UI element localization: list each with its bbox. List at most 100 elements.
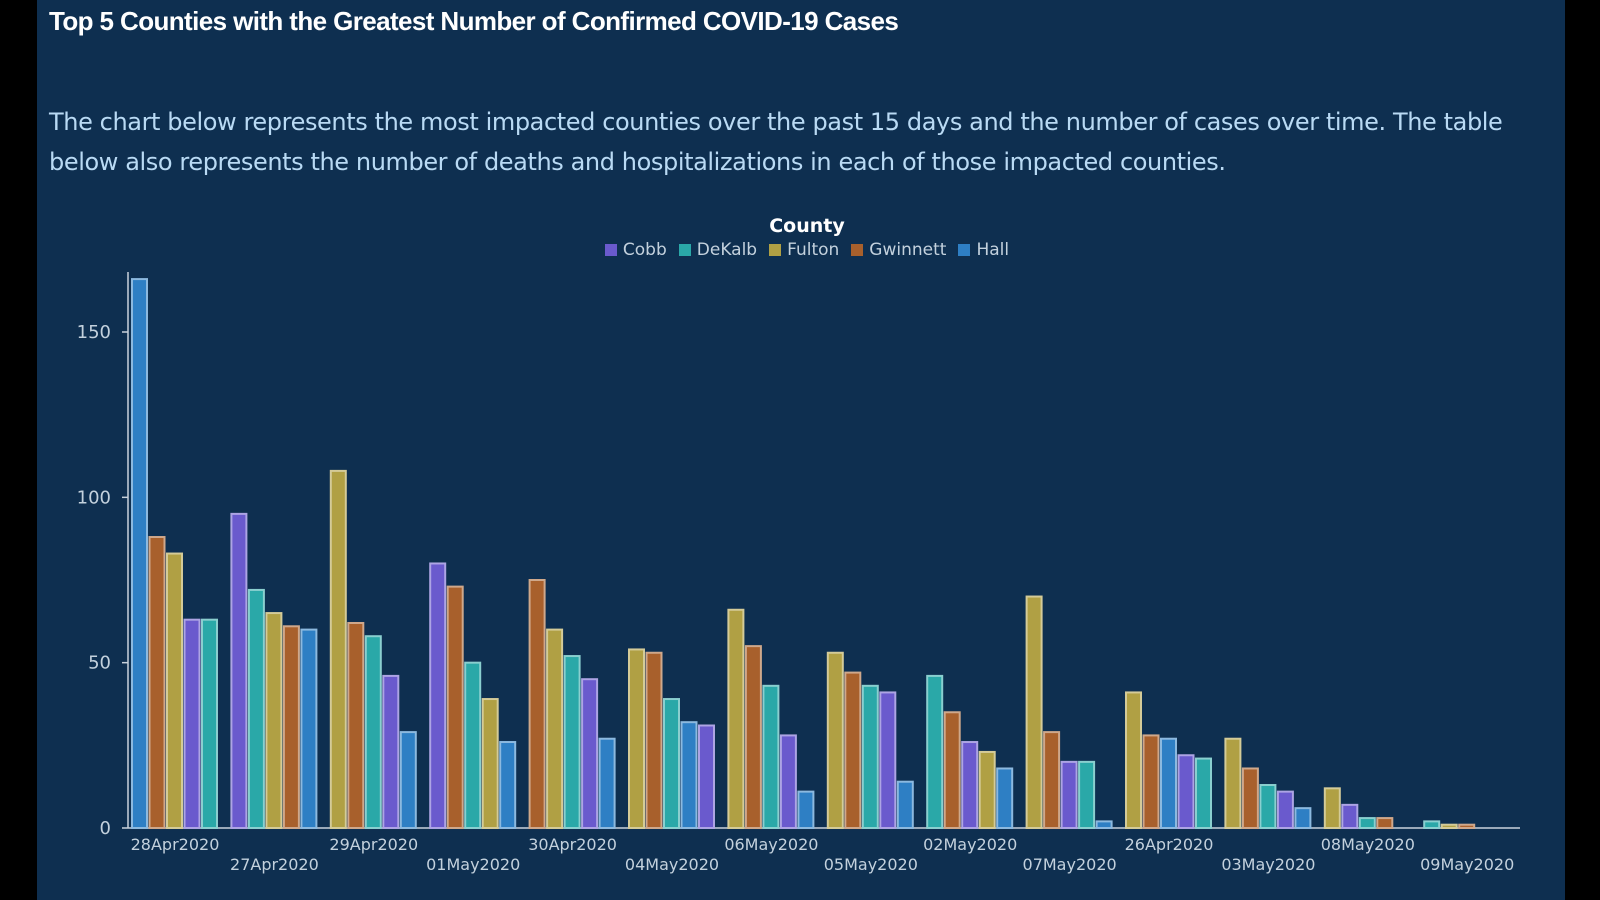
bar-hall-02may2020 [996,767,1014,829]
bar-gwinnett-01may2020 [446,585,464,830]
x-category-label: 30Apr2020 [528,835,617,854]
bar-hall-03may2020 [1294,807,1312,829]
legend-swatch-cobb [604,244,617,256]
bar-fulton-30apr2020 [546,628,564,829]
legend-swatch-hall [958,244,971,256]
y-tick-label: 0 [100,818,111,839]
bar-hall-05may2020 [896,780,914,829]
bar-fulton-27apr2020 [265,612,283,829]
bar-dekalb-01may2020 [464,661,482,830]
x-category-label: 26Apr2020 [1125,835,1214,854]
bar-hall-27apr2020 [300,628,318,829]
x-category-label: 06May2020 [724,835,818,854]
bar-hall-01may2020 [499,741,517,830]
bar-fulton-26apr2020 [1125,691,1142,830]
legend-label-hall: Hall [976,240,1010,260]
bar-fulton-28apr2020 [166,552,183,830]
bar-hall-04may2020 [680,721,698,829]
bar-fulton-09may2020 [1440,823,1458,830]
legend-items: Cobb DeKalb Fulton Gwinnett Hall [37,240,1577,260]
bar-fulton-01may2020 [481,698,499,829]
y-tick-label: 100 [77,487,111,508]
bar-dekalb-04may2020 [663,698,680,829]
bar-cobb-27apr2020 [230,512,248,829]
bar-dekalb-09may2020 [1423,820,1441,829]
bar-cobb-26apr2020 [1177,754,1195,830]
bar-dekalb-07may2020 [1078,760,1096,829]
bar-hall-07may2020 [1095,820,1113,829]
bar-gwinnett-03may2020 [1241,767,1259,829]
x-category-label: 27Apr2020 [230,855,319,874]
legend-item-hall[interactable]: Hall [958,240,1009,260]
legend-item-dekalb[interactable]: DeKalb [678,240,758,260]
bar-cobb-05may2020 [879,691,897,830]
legend-swatch-dekalb [678,244,691,256]
legend-title: County [769,215,845,237]
bar-gwinnett-08may2020 [1376,817,1394,830]
x-category-label: 02May2020 [923,835,1017,854]
bar-hall-30apr2020 [598,737,616,829]
bar-fulton-05may2020 [826,651,844,829]
bar-cobb-02may2020 [961,741,979,830]
bar-hall-28apr2020 [131,278,148,829]
legend-item-cobb[interactable]: Cobb [604,240,667,260]
bar-fulton-04may2020 [628,648,645,829]
y-tick-label: 150 [77,322,111,343]
legend-label-dekalb: DeKalb [696,240,758,260]
bar-hall-26apr2020 [1160,737,1177,829]
legend: County Cobb DeKalb Fulton Gwinnett Hall [37,214,1577,260]
bar-fulton-08may2020 [1323,787,1341,830]
bar-gwinnett-06may2020 [744,645,762,830]
legend-swatch-fulton [769,244,782,256]
y-tick-label: 50 [88,653,111,674]
page-title: Top 5 Counties with the Greatest Number … [49,6,899,36]
bar-gwinnett-29apr2020 [347,621,365,830]
bar-gwinnett-05may2020 [844,671,862,829]
bar-fulton-06may2020 [727,608,745,830]
legend-item-fulton[interactable]: Fulton [769,240,839,260]
bar-dekalb-05may2020 [861,684,879,830]
bar-cobb-04may2020 [698,724,715,830]
bar-gwinnett-26apr2020 [1142,734,1160,829]
bar-dekalb-28apr2020 [201,618,218,829]
x-category-label: 04May2020 [625,855,719,874]
bar-dekalb-06may2020 [762,684,780,830]
bar-dekalb-02may2020 [926,674,944,829]
bar-cobb-07may2020 [1060,760,1078,829]
chart-description: The chart below represents the most impa… [49,108,1503,176]
bar-cobb-28apr2020 [183,618,201,829]
bar-chart: 0 50 100 150 28Apr2020 27Apr2020 29Apr2020 01Ma… [77,272,1520,874]
bar-gwinnett-30apr2020 [528,579,546,829]
bar-fulton-02may2020 [978,750,996,829]
bar-cobb-30apr2020 [581,678,599,830]
x-category-label: 03May2020 [1221,855,1315,874]
bar-gwinnett-09may2020 [1458,823,1476,830]
legend-label-cobb: Cobb [622,240,667,260]
bar-cobb-03may2020 [1276,790,1294,829]
x-category-label: 09May2020 [1420,855,1514,874]
bar-gwinnett-07may2020 [1043,731,1061,830]
x-category-label: 07May2020 [1023,855,1117,874]
bar-dekalb-27apr2020 [247,588,265,829]
bar-dekalb-29apr2020 [364,635,382,829]
bar-fulton-29apr2020 [329,469,347,829]
bar-dekalb-30apr2020 [563,655,581,830]
bar-hall-06may2020 [797,790,815,829]
bar-dekalb-26apr2020 [1195,757,1212,829]
legend-item-gwinnett[interactable]: Gwinnett [851,240,946,260]
x-category-label: 08May2020 [1321,835,1415,854]
x-category-label: 29Apr2020 [329,835,418,854]
bar-gwinnett-02may2020 [943,711,961,829]
bar-hall-29apr2020 [399,731,417,830]
bar-cobb-06may2020 [779,734,797,829]
bar-dekalb-08may2020 [1358,817,1376,830]
legend-label-gwinnett: Gwinnett [869,240,947,260]
legend-label-fulton: Fulton [787,240,840,260]
x-category-label: 05May2020 [824,855,918,874]
bar-cobb-01may2020 [429,562,447,829]
legend-swatch-gwinnett [851,244,864,256]
x-category-label: 01May2020 [426,855,520,874]
x-category-label: 28Apr2020 [131,835,220,854]
bar-gwinnett-04may2020 [645,651,663,829]
bar-fulton-03may2020 [1224,737,1242,829]
